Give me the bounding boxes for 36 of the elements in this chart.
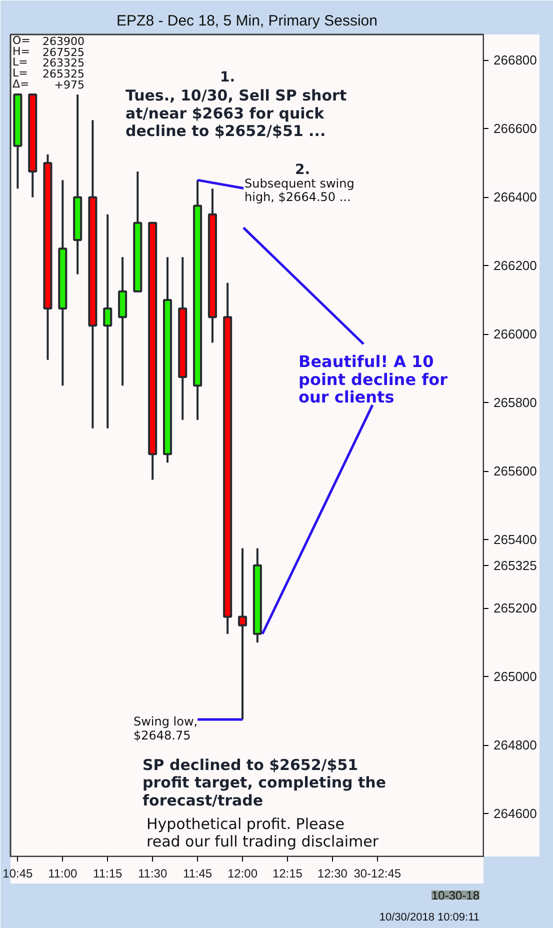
- y-tick-label: 266200: [494, 258, 537, 274]
- annotation: SP declined to $2652/$51 profit target, completing the forecast/trade: [142, 756, 386, 810]
- annotation: Swing low, $2648.75: [134, 714, 198, 742]
- x-tick-label: 10:45: [2, 866, 34, 880]
- x-tick-label: 11:15: [93, 866, 123, 880]
- annotation: 1.: [220, 69, 236, 86]
- annotation: Hypothetical profit. Please read our full trading disclaimer: [146, 814, 380, 851]
- text: O= 263900 H= 267525 L= 263325 L= 265325 Δ= +975: [12, 34, 85, 92]
- x-tick-label: 30-12:45: [354, 866, 402, 880]
- chart-title: EPZ8 - Dec 18, 5 Min, Primary Session: [116, 12, 378, 30]
- x-tick-label: 12:30: [317, 866, 348, 880]
- text: 10-30-18: [431, 888, 480, 902]
- text: 10/30/2018 10:09:11: [379, 912, 480, 924]
- y-tick-label: 265400: [494, 532, 537, 548]
- annotation: Beautiful! A 10 point decline for our clients: [298, 352, 448, 407]
- y-tick-label: 266400: [494, 190, 537, 205]
- annotation: 2.: [294, 162, 310, 178]
- y-tick-label: 265600: [494, 464, 537, 479]
- y-tick-label: 265800: [494, 395, 537, 410]
- x-tick-label: 11:30: [138, 866, 168, 880]
- x-tick-label: 11:45: [182, 866, 212, 880]
- y-tick-label: 264800: [494, 738, 537, 753]
- candlestick: [238, 547, 248, 720]
- annotation: Tues., 10/30, Sell SP short at/near $2663 for quick decline to $2652/$51 ...: [126, 86, 347, 140]
- y-tick-label: 264600: [494, 806, 537, 822]
- candlestick: [103, 213, 112, 430]
- y-tick-label: 265325: [494, 558, 537, 573]
- y-tick-label: 266600: [494, 121, 537, 136]
- annotation: Subsequent swing high, $2664.50 ...: [244, 176, 354, 204]
- y-tick-label: 266800: [494, 52, 537, 68]
- y-tick-label: 265200: [494, 600, 537, 616]
- x-tick-label: 12:00: [227, 866, 258, 880]
- y-tick-label: 265000: [494, 669, 537, 684]
- y-tick-label: 266000: [494, 326, 537, 342]
- x-tick-label: 12:15: [272, 866, 303, 880]
- x-tick-label: 11:00: [48, 866, 78, 880]
